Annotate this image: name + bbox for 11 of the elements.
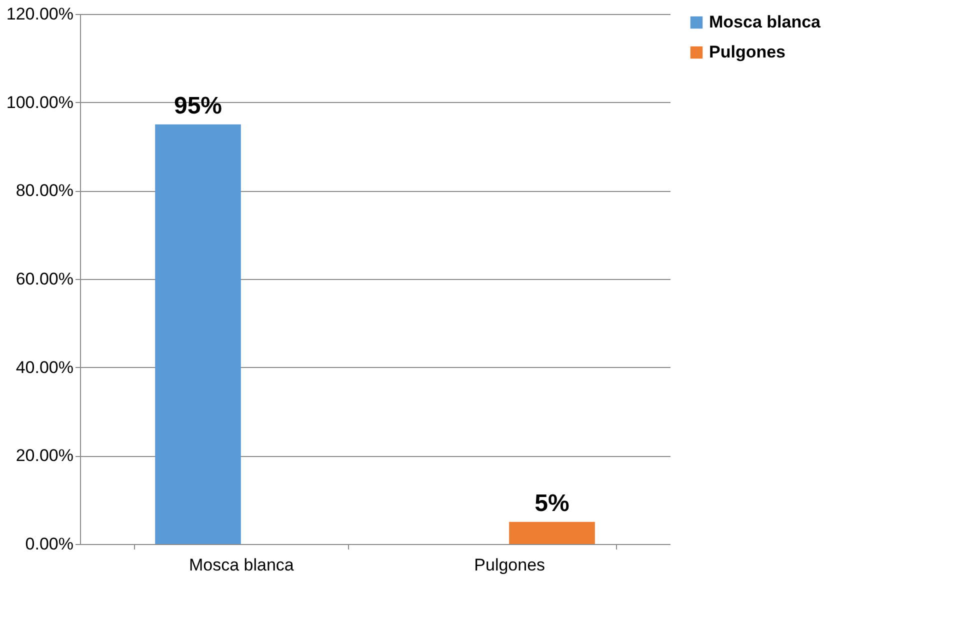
y-tick-label: 80.00%: [16, 181, 74, 200]
y-tick-label: 120.00%: [6, 4, 74, 24]
y-tick-label: 60.00%: [16, 270, 74, 288]
y-tick-label: 20.00%: [16, 446, 74, 466]
y-tick-label: 100.00%: [6, 92, 74, 112]
data-label: 95%: [174, 92, 222, 120]
legend-label: Mosca blanca: [709, 12, 822, 32]
legend-label: Pulgones: [709, 42, 786, 62]
y-tick-label: 40.00%: [16, 358, 74, 377]
data-label: 5%: [534, 490, 570, 517]
y-tick-label: 0.00%: [25, 534, 74, 554]
